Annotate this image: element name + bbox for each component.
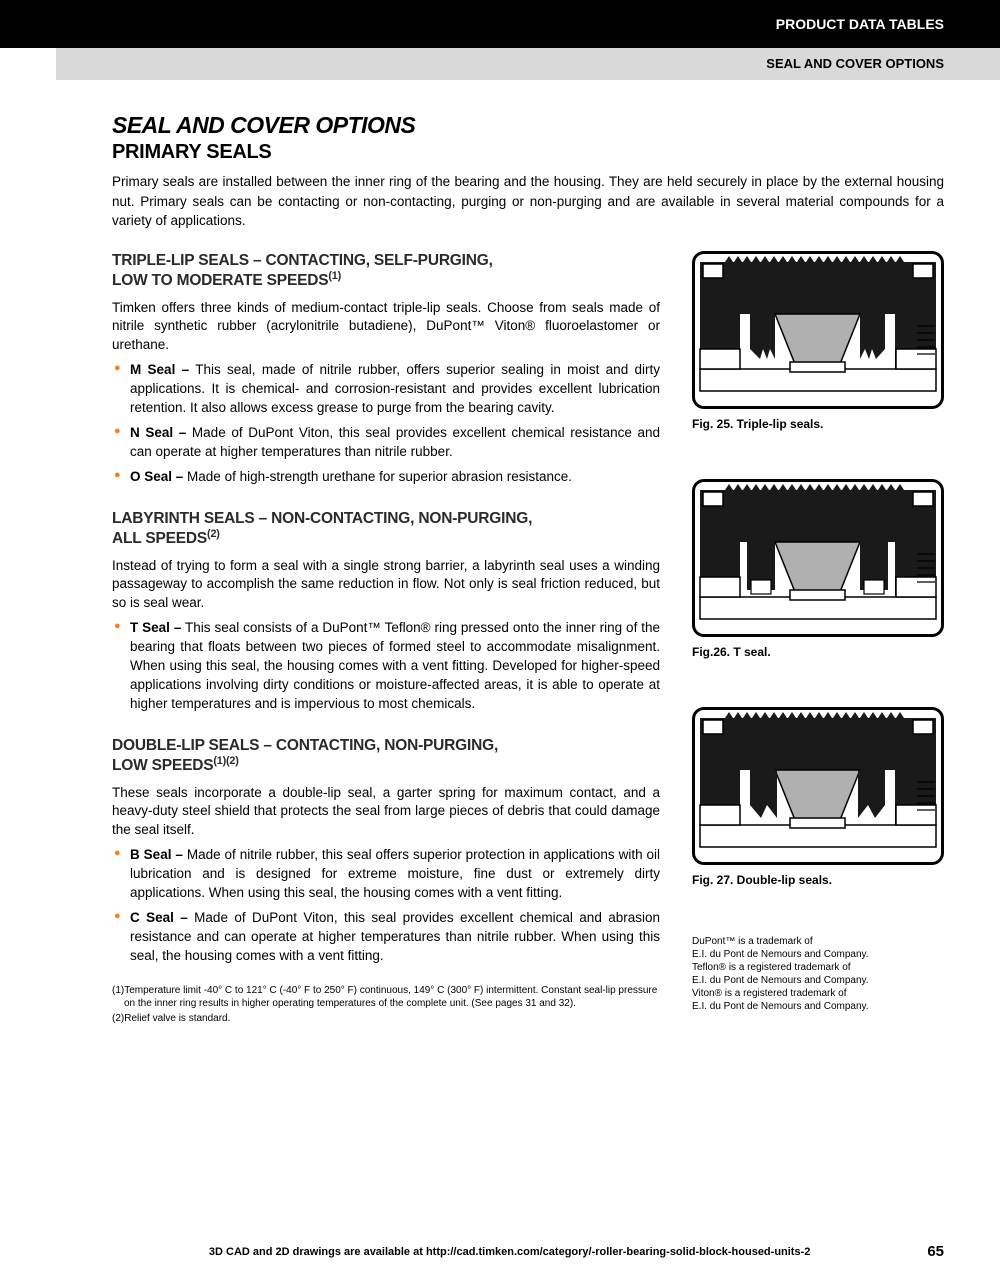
left-column: TRIPLE-LIP SEALS – CONTACTING, SELF-PURG… bbox=[112, 251, 660, 1027]
figure-block: Fig.26. T seal. bbox=[692, 479, 944, 659]
right-column: Fig. 25. Triple-lip seals. Fig.26. T seal… bbox=[692, 251, 944, 1027]
page-title: SEAL AND COVER OPTIONS bbox=[112, 112, 944, 139]
section-block: LABYRINTH SEALS – NON-CONTACTING, NON-PU… bbox=[112, 509, 660, 714]
figure-caption: Fig.26. T seal. bbox=[692, 645, 944, 659]
figure-diagram bbox=[692, 479, 944, 637]
trademark-line: Teflon® is a registered trademark of bbox=[692, 961, 944, 974]
footnotes: (1)Temperature limit -40° C to 121° C (-… bbox=[112, 984, 660, 1025]
seal-list-item: B Seal – Made of nitrile rubber, this se… bbox=[112, 846, 660, 903]
section-text: Instead of trying to form a seal with a … bbox=[112, 557, 660, 614]
figure-block: Fig. 27. Double-lip seals. bbox=[692, 707, 944, 887]
trademark-line: E.I. du Pont de Nemours and Company. bbox=[692, 948, 944, 961]
seal-list-item: C Seal – Made of DuPont Viton, this seal… bbox=[112, 909, 660, 966]
section-heading: DOUBLE-LIP SEALS – CONTACTING, NON-PURGI… bbox=[112, 736, 660, 776]
seal-list: M Seal – This seal, made of nitrile rubb… bbox=[112, 361, 660, 486]
header-black-label: PRODUCT DATA TABLES bbox=[776, 16, 944, 32]
page-number: 65 bbox=[927, 1243, 944, 1260]
footnote-line: (1)Temperature limit -40° C to 121° C (-… bbox=[112, 984, 660, 1010]
figure-diagram bbox=[692, 251, 944, 409]
seal-list: T Seal – This seal consists of a DuPont™… bbox=[112, 619, 660, 713]
seal-list: B Seal – Made of nitrile rubber, this se… bbox=[112, 846, 660, 965]
footnote-line: (2)Relief valve is standard. bbox=[112, 1012, 660, 1025]
section-heading: TRIPLE-LIP SEALS – CONTACTING, SELF-PURG… bbox=[112, 251, 660, 291]
trademark-line: Viton® is a registered trademark of bbox=[692, 987, 944, 1000]
seal-list-item: N Seal – Made of DuPont Viton, this seal… bbox=[112, 424, 660, 462]
intro-paragraph: Primary seals are installed between the … bbox=[112, 172, 944, 231]
seal-list-item: O Seal – Made of high-strength urethane … bbox=[112, 468, 660, 487]
header-black-bar: PRODUCT DATA TABLES bbox=[0, 0, 1000, 48]
trademark-line: E.I. du Pont de Nemours and Company. bbox=[692, 1000, 944, 1013]
seal-list-item: M Seal – This seal, made of nitrile rubb… bbox=[112, 361, 660, 418]
trademark-line: DuPont™ is a trademark of bbox=[692, 935, 944, 948]
section-block: DOUBLE-LIP SEALS – CONTACTING, NON-PURGI… bbox=[112, 736, 660, 966]
figure-caption: Fig. 27. Double-lip seals. bbox=[692, 873, 944, 887]
section-block: TRIPLE-LIP SEALS – CONTACTING, SELF-PURG… bbox=[112, 251, 660, 487]
header-gray-label: SEAL AND COVER OPTIONS bbox=[766, 56, 944, 71]
trademark-line: E.I. du Pont de Nemours and Company. bbox=[692, 974, 944, 987]
page-content: SEAL AND COVER OPTIONS PRIMARY SEALS Pri… bbox=[0, 80, 1000, 1027]
footer-text: 3D CAD and 2D drawings are available at … bbox=[112, 1246, 907, 1258]
figure-caption: Fig. 25. Triple-lip seals. bbox=[692, 417, 944, 431]
header-gray-bar: SEAL AND COVER OPTIONS bbox=[56, 48, 1000, 80]
figure-block: Fig. 25. Triple-lip seals. bbox=[692, 251, 944, 431]
page-footer: 3D CAD and 2D drawings are available at … bbox=[112, 1243, 944, 1260]
two-column-layout: TRIPLE-LIP SEALS – CONTACTING, SELF-PURG… bbox=[112, 251, 944, 1027]
figure-diagram bbox=[692, 707, 944, 865]
section-heading: LABYRINTH SEALS – NON-CONTACTING, NON-PU… bbox=[112, 509, 660, 549]
section-text: These seals incorporate a double-lip sea… bbox=[112, 784, 660, 841]
page-subtitle: PRIMARY SEALS bbox=[112, 141, 944, 164]
trademark-block: DuPont™ is a trademark ofE.I. du Pont de… bbox=[692, 935, 944, 1013]
seal-list-item: T Seal – This seal consists of a DuPont™… bbox=[112, 619, 660, 713]
section-text: Timken offers three kinds of medium-cont… bbox=[112, 299, 660, 356]
